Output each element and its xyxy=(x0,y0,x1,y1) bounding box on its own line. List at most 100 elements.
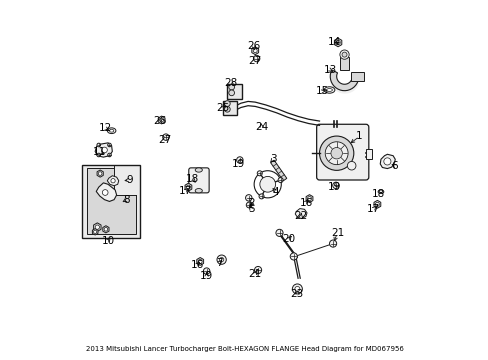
Text: 6: 6 xyxy=(390,161,397,171)
Polygon shape xyxy=(92,229,98,235)
Circle shape xyxy=(107,153,111,157)
Text: 8: 8 xyxy=(123,195,130,204)
Ellipse shape xyxy=(326,89,332,91)
Ellipse shape xyxy=(324,87,334,93)
Polygon shape xyxy=(196,257,203,265)
Circle shape xyxy=(346,161,355,170)
Text: 20: 20 xyxy=(282,234,295,244)
Circle shape xyxy=(102,147,107,153)
Circle shape xyxy=(259,176,275,192)
Circle shape xyxy=(383,158,390,165)
Circle shape xyxy=(375,202,379,206)
Bar xyxy=(114,167,136,195)
Circle shape xyxy=(160,118,163,122)
Bar xyxy=(365,149,372,159)
Polygon shape xyxy=(251,47,258,55)
Circle shape xyxy=(228,84,234,90)
Text: 22: 22 xyxy=(294,211,307,221)
Circle shape xyxy=(253,55,259,62)
Ellipse shape xyxy=(195,168,202,172)
Ellipse shape xyxy=(107,128,116,134)
Text: 27: 27 xyxy=(158,135,171,145)
Circle shape xyxy=(319,136,353,170)
Circle shape xyxy=(254,266,261,274)
Text: 27: 27 xyxy=(248,56,261,66)
Polygon shape xyxy=(102,226,109,233)
Polygon shape xyxy=(373,201,380,208)
Polygon shape xyxy=(97,170,103,177)
Circle shape xyxy=(93,230,97,233)
Text: 5: 5 xyxy=(247,204,254,214)
Circle shape xyxy=(278,177,283,183)
Bar xyxy=(223,101,237,115)
Circle shape xyxy=(163,134,169,140)
Text: 3: 3 xyxy=(269,154,276,164)
Circle shape xyxy=(228,90,234,96)
Text: 18: 18 xyxy=(371,189,384,199)
Circle shape xyxy=(203,268,209,274)
Circle shape xyxy=(259,194,264,199)
Circle shape xyxy=(98,172,102,175)
Ellipse shape xyxy=(377,190,383,194)
Text: 1: 1 xyxy=(355,131,362,141)
Polygon shape xyxy=(305,195,312,203)
Circle shape xyxy=(236,157,243,163)
Circle shape xyxy=(198,260,202,264)
Polygon shape xyxy=(93,223,101,231)
Polygon shape xyxy=(158,116,164,124)
Polygon shape xyxy=(329,70,357,91)
Circle shape xyxy=(339,50,348,59)
Circle shape xyxy=(341,52,346,57)
Polygon shape xyxy=(95,143,112,157)
Polygon shape xyxy=(334,38,341,47)
Circle shape xyxy=(275,229,283,237)
Text: 9: 9 xyxy=(126,175,133,185)
Text: 21: 21 xyxy=(248,269,261,279)
Text: 13: 13 xyxy=(323,65,336,75)
Text: 18: 18 xyxy=(186,174,199,184)
Bar xyxy=(339,57,348,70)
Circle shape xyxy=(325,142,347,165)
Text: 26: 26 xyxy=(246,41,260,51)
Polygon shape xyxy=(380,154,394,168)
Circle shape xyxy=(292,284,302,294)
Circle shape xyxy=(330,148,342,159)
Circle shape xyxy=(97,143,101,147)
Circle shape xyxy=(111,179,115,183)
Bar xyxy=(227,84,241,99)
Polygon shape xyxy=(96,183,116,202)
Bar xyxy=(350,72,364,81)
FancyBboxPatch shape xyxy=(316,124,368,180)
Circle shape xyxy=(95,225,99,229)
Text: 21: 21 xyxy=(330,228,343,238)
Text: 17: 17 xyxy=(179,186,192,196)
Polygon shape xyxy=(295,208,306,219)
Bar xyxy=(86,168,136,234)
Circle shape xyxy=(224,101,230,107)
Text: 26: 26 xyxy=(153,116,166,126)
Text: 2013 Mitsubishi Lancer Turbocharger Bolt-HEXAGON FLANGE Head Diagram for MD06795: 2013 Mitsubishi Lancer Turbocharger Bolt… xyxy=(85,346,403,352)
Polygon shape xyxy=(270,160,286,181)
Text: 23: 23 xyxy=(290,289,304,299)
Circle shape xyxy=(107,143,111,147)
Polygon shape xyxy=(107,176,119,186)
Text: 16: 16 xyxy=(299,198,312,207)
Text: 19: 19 xyxy=(231,159,244,169)
Polygon shape xyxy=(184,183,191,191)
Text: 19: 19 xyxy=(327,182,341,192)
Text: 4: 4 xyxy=(272,187,279,197)
Text: 11: 11 xyxy=(93,147,106,157)
Circle shape xyxy=(290,253,297,260)
Text: 15: 15 xyxy=(315,86,328,96)
Text: 16: 16 xyxy=(190,260,203,270)
FancyBboxPatch shape xyxy=(188,168,209,193)
Circle shape xyxy=(224,107,230,112)
Ellipse shape xyxy=(109,129,114,132)
Text: 19: 19 xyxy=(200,271,213,281)
Circle shape xyxy=(97,153,101,157)
Circle shape xyxy=(329,240,336,247)
Circle shape xyxy=(104,228,107,231)
Text: 28: 28 xyxy=(224,78,237,88)
Circle shape xyxy=(219,257,224,262)
Circle shape xyxy=(294,287,299,292)
